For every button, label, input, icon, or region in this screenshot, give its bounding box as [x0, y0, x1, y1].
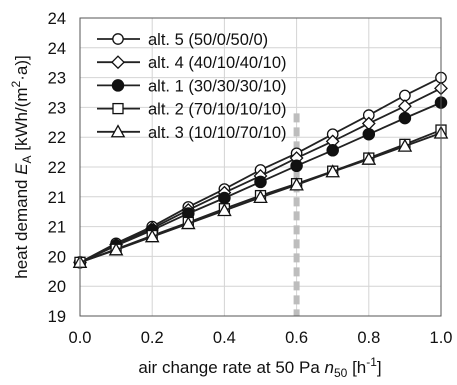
- data-point: [325, 164, 341, 178]
- y-tick-label: 21: [48, 219, 66, 237]
- y-tick-label: 22: [48, 129, 66, 147]
- series-5: [72, 125, 449, 268]
- y-tick-label: 24: [48, 40, 66, 58]
- y-tick-label: 23: [48, 70, 66, 88]
- legend-marker: [110, 124, 126, 138]
- x-tick-label: 0.2: [141, 329, 164, 347]
- legend-label: alt. 1 (30/30/30/10): [148, 77, 287, 95]
- data-point: [217, 202, 232, 217]
- y-tick-label: 22: [48, 159, 66, 177]
- y-tick-label: 19: [48, 308, 66, 326]
- legend-marker: [111, 79, 125, 92]
- data-point: [218, 191, 231, 205]
- data-point: [108, 242, 124, 256]
- x-tick-label: 1.0: [430, 329, 453, 347]
- legend-label: alt. 5 (50/0/50/0): [148, 31, 268, 49]
- y-tick-label: 20: [48, 278, 66, 296]
- y-axis-title: heat demand EA [kWh/(m2·a)]: [9, 55, 34, 279]
- legend-label: alt. 4 (40/10/40/10): [148, 54, 287, 72]
- data-point: [254, 175, 267, 189]
- x-tick-label: 0.6: [285, 329, 308, 347]
- legend-label: alt. 3 (10/10/70/10): [148, 124, 287, 142]
- data-point: [290, 159, 303, 173]
- data-point: [253, 189, 268, 204]
- legend-marker: [112, 33, 124, 45]
- data-point: [399, 89, 411, 102]
- legend-marker: [112, 102, 124, 115]
- data-point: [398, 111, 412, 125]
- legend-entry: alt. 4 (40/10/40/10): [97, 54, 287, 72]
- y-tick-label: 24: [48, 10, 66, 28]
- legend: alt. 5 (50/0/50/0) alt. 4 (40/10/40/10) al…: [97, 31, 287, 142]
- data-point: [397, 99, 412, 114]
- legend-entry: alt. 5 (50/0/50/0): [97, 31, 268, 49]
- data-point: [362, 127, 376, 141]
- y-tick-label: 20: [48, 248, 66, 266]
- data-point: [397, 138, 413, 152]
- plot-frame: [79, 17, 442, 317]
- data-point: [361, 151, 377, 165]
- data-point: [180, 216, 196, 230]
- x-axis-title: air change rate at 50 Pa n50 [h-1]: [138, 355, 381, 380]
- y-tick-labels: 19 20 20 21 21 22 22 23 23 24 24: [48, 10, 66, 326]
- y-tick-label: 21: [48, 189, 66, 207]
- series-3: [73, 96, 448, 269]
- series-layer: [72, 71, 449, 270]
- data-point: [289, 177, 304, 191]
- x-tick-label: 0.8: [357, 329, 380, 347]
- x-tick-label: 0.0: [69, 329, 92, 347]
- x-tick-labels: 0.0 0.2 0.4 0.6 0.8 1.0: [69, 329, 453, 347]
- data-point: [361, 116, 376, 131]
- data-point: [144, 229, 160, 243]
- x-tick-label: 0.4: [213, 329, 236, 347]
- legend-marker: [111, 55, 125, 70]
- legend-entry: alt. 2 (70/10/10/10): [97, 101, 287, 119]
- legend-entry: alt. 3 (10/10/70/10): [97, 124, 287, 142]
- data-point: [326, 144, 339, 157]
- legend-label: alt. 2 (70/10/10/10): [148, 101, 287, 119]
- y-tick-label: 23: [48, 99, 66, 117]
- legend-entry: alt. 1 (30/30/30/10): [97, 77, 287, 95]
